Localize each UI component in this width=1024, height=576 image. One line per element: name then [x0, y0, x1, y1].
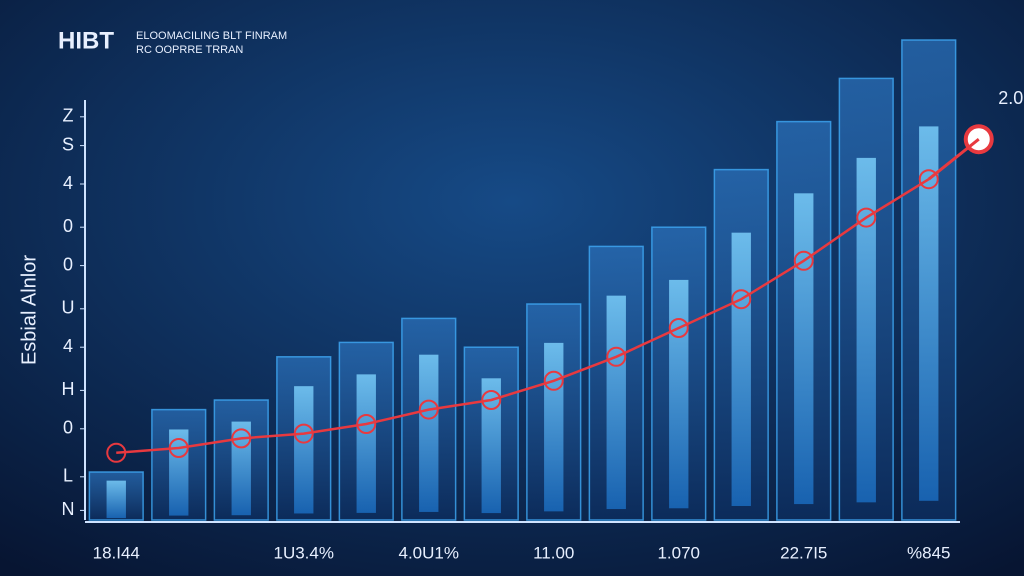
x-tick-label: 18.I44: [93, 543, 140, 562]
x-tick-label: 1U3.4%: [274, 543, 334, 562]
line-point: [856, 207, 877, 228]
end-segment: [927, 138, 980, 181]
line-point: [793, 250, 814, 271]
x-tick-label: 22.7I5: [780, 543, 827, 562]
y-tick-label: N: [62, 499, 75, 519]
y-tick-label: L: [63, 466, 73, 486]
line-point: [231, 428, 252, 449]
line-point: [106, 442, 127, 463]
line-point: [293, 423, 314, 444]
y-tick-label: 0: [63, 216, 73, 236]
line-point: [918, 169, 939, 190]
y-tick-label: Z: [63, 106, 74, 126]
bar-glow: [169, 429, 189, 516]
bar-glow: [919, 126, 939, 501]
line-point: [731, 289, 752, 310]
bar-glow: [294, 386, 314, 514]
y-axis-label: Esbial Alnlor: [18, 255, 40, 365]
bar-glow: [231, 421, 251, 516]
line: [116, 178, 930, 455]
bar-glow: [731, 232, 751, 506]
bar-glow: [669, 279, 689, 509]
bar-glow: [419, 354, 439, 512]
y-tick-label: S: [62, 134, 74, 154]
line-point: [606, 346, 627, 367]
bar-glow: [606, 295, 626, 510]
y-tick-label: 4: [63, 173, 73, 193]
chart-title: HIBT: [58, 27, 114, 54]
x-tick-label: 1.070: [657, 543, 700, 562]
y-tick-label: 0: [63, 254, 73, 274]
y-tick-label: U: [62, 298, 75, 318]
line-point: [543, 370, 564, 391]
subtitle: RC OOPRRE TRRAN: [136, 44, 243, 56]
line-point: [356, 414, 377, 434]
line-point: [668, 318, 689, 338]
x-tick-label: 11.00: [533, 543, 574, 562]
x-tick-label: 4.0U1%: [399, 543, 459, 562]
y-tick-label: 0: [63, 418, 73, 438]
annotation: 2.05%: [998, 88, 1024, 108]
bar-glow: [856, 157, 876, 503]
bar-glow: [481, 378, 501, 514]
line-point: [481, 390, 502, 410]
subtitle: ELOOMACILING BLT FINRAM: [136, 30, 287, 42]
line-point: [168, 438, 189, 458]
y-tick-label: 4: [63, 336, 73, 356]
bar-glow: [356, 374, 376, 513]
bar-glow: [544, 342, 564, 512]
line-point: [418, 399, 439, 420]
x-tick-label: %845: [907, 543, 950, 562]
bar-glow: [106, 480, 126, 519]
bar-glow: [794, 193, 814, 505]
y-tick-label: H: [62, 379, 75, 399]
